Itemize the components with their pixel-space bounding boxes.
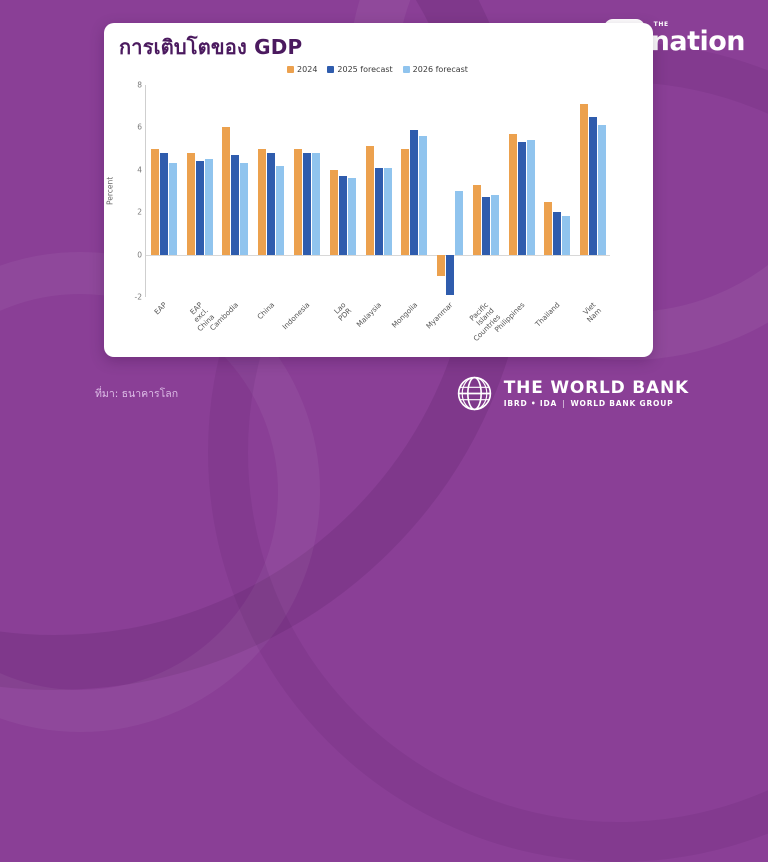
nation-wordmark: THE nation <box>650 21 746 57</box>
legend-swatch-icon <box>327 65 335 73</box>
bar-2026-forecast-Philippines <box>526 140 535 255</box>
bar-2025-forecast-Cambodia <box>231 154 240 255</box>
world-bank-subtitle: IBRD • IDA | WORLD BANK GROUP <box>504 399 689 408</box>
bar-2025-forecast-Viet-Nam <box>589 116 598 255</box>
bar-2024-Viet-Nam <box>580 104 589 255</box>
bar-2024-Lao-PDR <box>329 169 338 255</box>
x-tick-label: Mongolia <box>389 300 419 330</box>
nation-name-label: nation <box>650 26 746 57</box>
nation-the-label: THE <box>653 21 669 28</box>
y-tick-label: 4 <box>137 165 142 175</box>
y-axis-ticks: 8 6 4 2 0 -2 <box>112 81 142 300</box>
x-tick-label: Malaysia <box>354 300 384 329</box>
bar-2026-forecast-Mongolia <box>419 135 428 255</box>
zero-gridline <box>146 254 610 256</box>
legend-item: 2025 forecast <box>327 64 393 74</box>
y-tick-label: 0 <box>137 249 142 259</box>
bar-2024-Thailand <box>544 201 553 255</box>
bar-2024-Pacific-Island <box>472 184 481 255</box>
bar-2026-forecast-Malaysia <box>383 167 392 255</box>
world-bank-divider: | <box>562 399 566 409</box>
legend-item: 2026 forecast <box>402 64 468 74</box>
bar-2024-Philippines <box>508 133 517 255</box>
bar-2026-forecast-Lao-PDR <box>347 178 356 255</box>
bar-2024-Malaysia <box>365 146 374 255</box>
bar-2025-forecast-Malaysia <box>374 167 383 255</box>
bar-2024-EAP-excl.-China <box>186 152 195 255</box>
legend-swatch-icon <box>402 65 410 73</box>
legend-swatch-icon <box>287 65 295 73</box>
legend-label: 2025 forecast <box>337 64 393 74</box>
x-tick-label: Lao PDR <box>331 300 354 324</box>
bar-2026-forecast-Viet-Nam <box>598 125 607 255</box>
world-bank-ibrd-ida: IBRD • IDA <box>503 399 558 409</box>
y-tick-label: 2 <box>137 207 142 217</box>
bar-2026-forecast-China <box>276 165 285 255</box>
world-bank-logo: THE WORLD BANK IBRD • IDA | WORLD BANK G… <box>454 373 689 414</box>
bar-2024-EAP <box>150 148 159 255</box>
world-bank-title: THE WORLD BANK <box>503 377 689 398</box>
bar-2025-forecast-Indonesia <box>302 152 311 255</box>
bar-2025-forecast-Philippines <box>517 142 526 255</box>
bar-2025-forecast-EAP <box>159 152 168 255</box>
y-tick-label: -2 <box>134 292 142 302</box>
plot-area <box>145 85 610 297</box>
bar-2025-forecast-Pacific-Island <box>481 197 490 255</box>
bar-2025-forecast-Lao-PDR <box>338 176 347 255</box>
legend-label: 2026 forecast <box>412 64 468 74</box>
bar-2024-Indonesia <box>293 148 302 255</box>
bar-2026-forecast-Pacific-Island <box>490 195 499 255</box>
bar-2026-forecast-Myanmar <box>455 191 464 255</box>
x-tick-label: Pacific Island Countries <box>467 300 503 343</box>
x-axis-labels: EAP EAP excl. China Cambodia China Indonesia… <box>145 299 610 355</box>
chart-legend: 2024 2025 forecast 2026 forecast <box>145 63 610 75</box>
bar-2026-forecast-EAP <box>168 163 177 255</box>
x-tick-label: Indonesia <box>280 300 312 332</box>
world-bank-wordmark: THE WORLD BANK IBRD • IDA | WORLD BANK G… <box>503 377 689 408</box>
world-bank-group: WORLD BANK GROUP <box>570 399 674 409</box>
y-tick-label: 6 <box>137 122 142 132</box>
bar-2024-Cambodia <box>222 127 231 255</box>
x-tick-label: EAP <box>152 300 169 317</box>
bar-2026-forecast-Cambodia <box>240 163 249 255</box>
bar-2025-forecast-China <box>267 152 276 255</box>
page-title: การเติบโตของ GDP <box>119 35 303 59</box>
x-tick-label: China <box>254 300 276 322</box>
chart-card: การเติบโตของ GDP 2024 2025 forecast 2026 f… <box>104 23 653 357</box>
bar-2024-Myanmar <box>437 254 446 276</box>
y-tick-label: 8 <box>137 80 142 90</box>
bar-2024-China <box>258 148 267 255</box>
bar-2025-forecast-Thailand <box>553 212 562 255</box>
legend-item: 2024 <box>287 65 317 74</box>
globe-icon <box>457 376 491 411</box>
bar-2025-forecast-Mongolia <box>410 129 419 255</box>
bar-2026-forecast-EAP-excl.-China <box>204 159 213 255</box>
x-tick-label: Viet Nam <box>581 300 604 325</box>
bar-2025-forecast-Myanmar <box>446 254 455 295</box>
source-text: ที่มา: ธนาคารโลก <box>95 388 179 400</box>
bar-2025-forecast-EAP-excl.-China <box>195 161 204 255</box>
bar-2024-Mongolia <box>401 148 410 255</box>
legend-label: 2024 <box>297 64 318 74</box>
x-tick-label: Thailand <box>533 300 563 329</box>
x-tick-label: Myanmar <box>424 300 455 331</box>
bar-2026-forecast-Indonesia <box>311 152 320 255</box>
bar-2026-forecast-Thailand <box>562 216 571 255</box>
